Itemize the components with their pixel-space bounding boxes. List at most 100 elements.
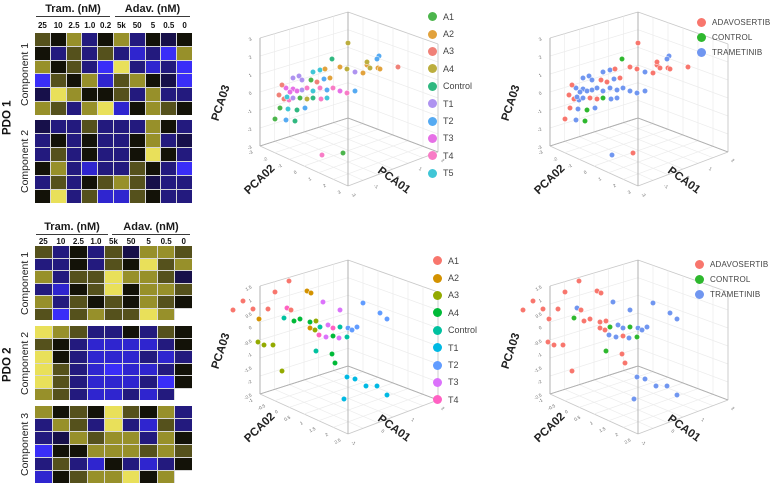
heatmap-cell bbox=[87, 445, 105, 457]
legend-item[interactable]: A1 bbox=[428, 8, 472, 25]
scatter-point bbox=[610, 299, 616, 305]
heatmap-cell bbox=[145, 88, 161, 102]
legend-item[interactable]: T2 bbox=[428, 112, 472, 129]
legend-item[interactable]: T3 bbox=[428, 130, 472, 147]
heatmap-cell bbox=[70, 432, 87, 444]
svg-text:1.5: 1.5 bbox=[308, 426, 316, 434]
pca3d-canvas[interactable]: 3 2 1 0 -1 -2 -3-3 -2 -1 0 1 2 3 -2 -1 0 1 2 PCA03 PCA02 PCA… bbox=[490, 0, 780, 248]
svg-text:1.5: 1.5 bbox=[598, 426, 606, 434]
dose-label: 50 bbox=[126, 237, 136, 246]
heatmap-cell bbox=[114, 46, 129, 60]
legend-item[interactable]: T4 bbox=[428, 147, 472, 164]
legend-item[interactable]: T4 bbox=[433, 391, 477, 408]
scatter-point bbox=[270, 342, 276, 348]
scatter-point bbox=[617, 75, 623, 81]
scatter-point bbox=[607, 67, 613, 73]
heatmap-cell bbox=[122, 246, 140, 258]
legend-item[interactable]: A2 bbox=[428, 25, 472, 42]
svg-text:0: 0 bbox=[583, 169, 588, 175]
svg-text:2: 2 bbox=[614, 432, 619, 438]
heatmap-cell bbox=[35, 134, 50, 147]
scatter-point bbox=[634, 334, 640, 340]
pca3d-canvas[interactable]: 1.510.50-0.5-1-1.5-2-2.5-1-0.500.511.522… bbox=[200, 248, 490, 496]
pca3d-canvas[interactable]: 1.510.50-0.5-1-1.5-2-2.5-1-0.500.511.522… bbox=[490, 248, 780, 496]
heatmap-cell bbox=[145, 134, 161, 147]
scatter-point bbox=[627, 88, 633, 94]
scatter-point bbox=[634, 66, 640, 72]
legend-item[interactable]: A2 bbox=[433, 269, 477, 286]
scatter-point bbox=[297, 95, 303, 101]
legend-item[interactable]: A4 bbox=[428, 60, 472, 77]
heatmap-cell bbox=[52, 338, 70, 350]
heatmap-cell bbox=[175, 406, 192, 418]
pca3d-pdo2-by-sample[interactable]: 1.5 1 0.5 0 -0.5 -1 -1.5 -2 -2.5 -1 -0.5 0 0.5 1 1.5 2 2… bbox=[200, 248, 490, 496]
scatter-point bbox=[240, 298, 246, 304]
heatmap-cell bbox=[98, 74, 113, 88]
pca3d-pdo1-by-sample[interactable]: 3 2 1 0 -1 -2 -3 -3 -2 -1 0 1 2 3 -2 -1 0 1 2 PCA03 PCA02 PCA… bbox=[200, 0, 490, 248]
legend-item[interactable]: T5 bbox=[428, 165, 472, 182]
heatmap-cell bbox=[87, 432, 105, 444]
heatmap-cell bbox=[98, 162, 113, 175]
scatter-point bbox=[571, 315, 577, 321]
heatmap-cell bbox=[50, 120, 66, 133]
heatmap-cell bbox=[35, 33, 50, 46]
heatmap-cell bbox=[105, 363, 122, 375]
legend-label: A2 bbox=[443, 29, 455, 40]
pca3d-canvas[interactable]: 3 2 1 0 -1 -2 -3-3 -2 -1 0 1 2 3 -2 -1 0 1 2 PCA03 PCA02 PCA… bbox=[200, 0, 490, 248]
legend-item[interactable]: ADAVOSERTIB bbox=[697, 15, 770, 30]
heatmap-cell bbox=[140, 376, 157, 388]
legend-item[interactable]: A3 bbox=[428, 43, 472, 60]
legend-item[interactable]: A1 bbox=[433, 252, 477, 269]
legend-item[interactable]: Control bbox=[433, 322, 477, 339]
dose-label: 2.5 bbox=[72, 237, 84, 246]
scatter-point bbox=[265, 306, 271, 312]
scatter-point bbox=[352, 88, 358, 94]
svg-text:0: 0 bbox=[538, 325, 543, 331]
heatmap-cell bbox=[129, 46, 145, 60]
scatter-point bbox=[318, 96, 324, 102]
scatter-point bbox=[664, 383, 670, 389]
legend-item[interactable]: TRAMETINIB bbox=[695, 287, 768, 302]
scatter-point bbox=[313, 318, 319, 324]
legend-dot-icon bbox=[428, 46, 437, 56]
heatmap-cell bbox=[50, 33, 66, 46]
heatmap-cell bbox=[175, 388, 192, 400]
heatmap-pdo2-component3 bbox=[35, 406, 192, 483]
heatmap-cell bbox=[105, 351, 122, 363]
heatmap-cell bbox=[175, 432, 192, 444]
heatmap-cell bbox=[105, 388, 122, 400]
pca3d-pdo1-by-treatment[interactable]: 3 2 1 0 -1 -2 -3 -3 -2 -1 0 1 2 3 -2 -1 0 1 2 PCA03 PCA02 PCA… bbox=[490, 0, 782, 248]
legend-item[interactable]: ADAVOSERTIB bbox=[695, 257, 768, 272]
dose-label: 0 bbox=[181, 237, 186, 246]
heatmap-cell bbox=[66, 88, 82, 102]
legend-item[interactable]: A4 bbox=[433, 304, 477, 321]
heatmap-cell bbox=[157, 338, 175, 350]
svg-text:-1: -1 bbox=[537, 108, 543, 115]
heatmap-cell bbox=[140, 388, 157, 400]
scatter-point bbox=[581, 318, 587, 324]
legend-item[interactable]: T3 bbox=[433, 374, 477, 391]
scatter-point bbox=[324, 95, 330, 101]
scatter-point bbox=[620, 333, 626, 339]
scatter-point bbox=[287, 89, 293, 95]
scatter-point bbox=[279, 82, 285, 88]
scatter-point bbox=[290, 95, 296, 101]
pca3d-pdo2-by-treatment[interactable]: 1.5 1 0.5 0 -0.5 -1 -1.5 -2 -2.5 -1 -0.5 0 0.5 1 1.5 2 2… bbox=[490, 248, 782, 496]
legend-label: T5 bbox=[443, 168, 454, 179]
heatmap-cell bbox=[175, 471, 192, 483]
legend-item[interactable]: T2 bbox=[433, 356, 477, 373]
scatter-point bbox=[288, 307, 294, 313]
legend-item[interactable]: T1 bbox=[433, 339, 477, 356]
svg-text:1: 1 bbox=[538, 72, 543, 78]
legend-item[interactable]: CONTROL bbox=[697, 30, 770, 45]
legend-item[interactable]: CONTROL bbox=[695, 272, 768, 287]
legend-item[interactable]: Control bbox=[428, 78, 472, 95]
legend-item[interactable]: A3 bbox=[433, 287, 477, 304]
scatter-point bbox=[345, 40, 351, 46]
dose-label: 0 bbox=[182, 21, 187, 30]
scatter-point bbox=[323, 334, 329, 340]
scatter-point bbox=[545, 339, 551, 345]
legend-item[interactable]: TRAMETINIB bbox=[697, 45, 770, 60]
legend-item[interactable]: T1 bbox=[428, 95, 472, 112]
scatter-point bbox=[597, 319, 603, 325]
